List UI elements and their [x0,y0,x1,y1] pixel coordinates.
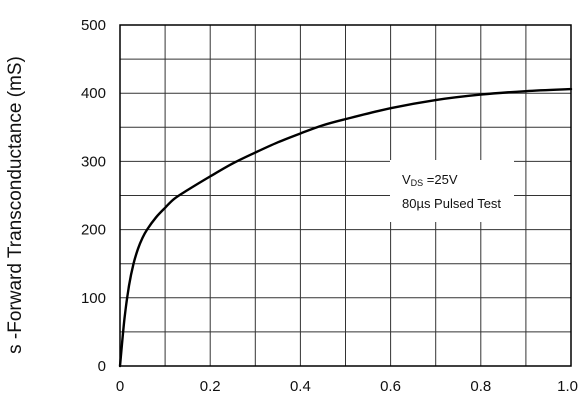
annotation-vds-value: =25V [423,172,458,187]
annotation-vds-main: V [402,172,411,187]
y-axis-label: s -Forward Transconductance (mS) [5,56,26,354]
y-axis-label-prefix: s - [5,333,26,354]
x-tick-label: 0 [116,378,124,395]
x-tick-label: 1.0 [557,378,578,395]
y-tick-labels: 0 100 200 300 400 500 [81,17,106,375]
y-tick-label: 100 [81,290,106,307]
x-tick-labels: 0 0.2 0.4 0.6 0.8 1.0 [116,378,578,395]
annotation-box: VDS =25V 80µs Pulsed Test [390,160,514,222]
series-line-transconductance [118,87,573,368]
y-tick-label: 200 [81,222,106,239]
y-axis-label-text: Forward Transconductance (mS) [5,56,26,333]
x-tick-label: 0.6 [380,378,401,395]
y-tick-label: 400 [81,85,106,102]
annotation-pulse: 80µs Pulsed Test [402,196,501,211]
annotation-background [390,160,514,222]
x-tick-label: 0.8 [470,378,491,395]
y-tick-label: 500 [81,17,106,34]
annotation-vds: VDS =25V [402,172,458,188]
y-tick-label: 300 [81,153,106,170]
plot-frame [119,24,572,367]
y-tick-label: 0 [98,358,106,375]
annotation-vds-sub: DS [411,178,424,188]
x-tick-label: 0.4 [290,378,311,395]
x-tick-label: 0.2 [200,378,221,395]
